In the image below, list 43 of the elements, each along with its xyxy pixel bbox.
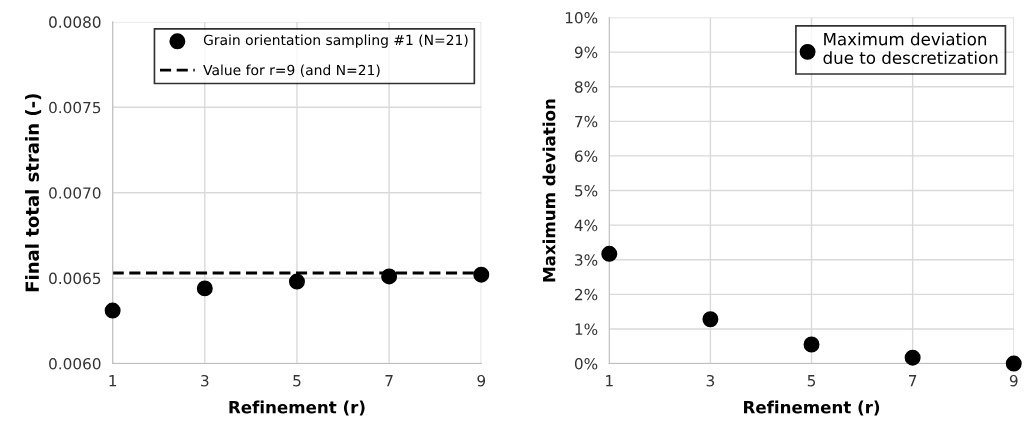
legend-label: Value for r=9 (and N=21) bbox=[203, 64, 380, 77]
x-tick-label: 1 bbox=[606, 375, 613, 387]
point bbox=[702, 311, 719, 328]
y-tick-label: 0.0060 bbox=[49, 358, 101, 370]
y-tick-label: 6% bbox=[575, 150, 598, 162]
legend-label: Grain orientation sampling #1 (N=21) bbox=[203, 34, 468, 48]
x-axis-title: Refinement (r) bbox=[229, 400, 365, 416]
y-tick-label: 9% bbox=[574, 46, 598, 59]
point bbox=[381, 268, 398, 285]
x-tick-label: 5 bbox=[807, 375, 816, 387]
y-tick-label: 7% bbox=[575, 115, 598, 128]
y-tick-label: 10% bbox=[565, 11, 598, 24]
y-tick-label: 1% bbox=[575, 323, 598, 335]
point bbox=[196, 280, 213, 297]
x-tick-label: 9 bbox=[1009, 374, 1018, 387]
y-tick-label: 8% bbox=[574, 81, 598, 93]
point bbox=[1005, 355, 1022, 372]
y-tick-label: 0.0075 bbox=[49, 101, 101, 114]
y-tick-label: 0% bbox=[574, 358, 598, 370]
point bbox=[473, 266, 490, 283]
x-tick-label: 9 bbox=[477, 374, 486, 387]
y-tick-label: 0.0080 bbox=[49, 16, 101, 28]
y-tick-label: 4% bbox=[574, 219, 598, 232]
x-tick-label: 3 bbox=[201, 374, 209, 387]
point bbox=[803, 336, 820, 353]
x-tick-label: 1 bbox=[109, 375, 117, 387]
point bbox=[904, 349, 921, 366]
y-tick-label: 0.0070 bbox=[49, 187, 101, 199]
y-tick-label: 5% bbox=[575, 185, 598, 197]
x-tick-label: 7 bbox=[385, 375, 393, 387]
y-axis-title: Final total strain (-) bbox=[25, 94, 42, 292]
point bbox=[288, 273, 305, 290]
y-axis-title: Maximum deviation bbox=[542, 99, 556, 282]
x-axis-title: Refinement (r) bbox=[744, 400, 880, 416]
x-tick-label: 5 bbox=[293, 375, 301, 387]
legend-label: Maximum deviation due to descretization bbox=[823, 32, 998, 65]
point bbox=[104, 302, 121, 319]
point bbox=[601, 245, 618, 262]
x-tick-label: 7 bbox=[909, 375, 917, 387]
x-tick-label: 3 bbox=[706, 374, 715, 387]
y-tick-label: 0.0065 bbox=[49, 272, 101, 285]
y-tick-label: 3% bbox=[575, 254, 598, 266]
y-tick-label: 2% bbox=[575, 288, 598, 301]
